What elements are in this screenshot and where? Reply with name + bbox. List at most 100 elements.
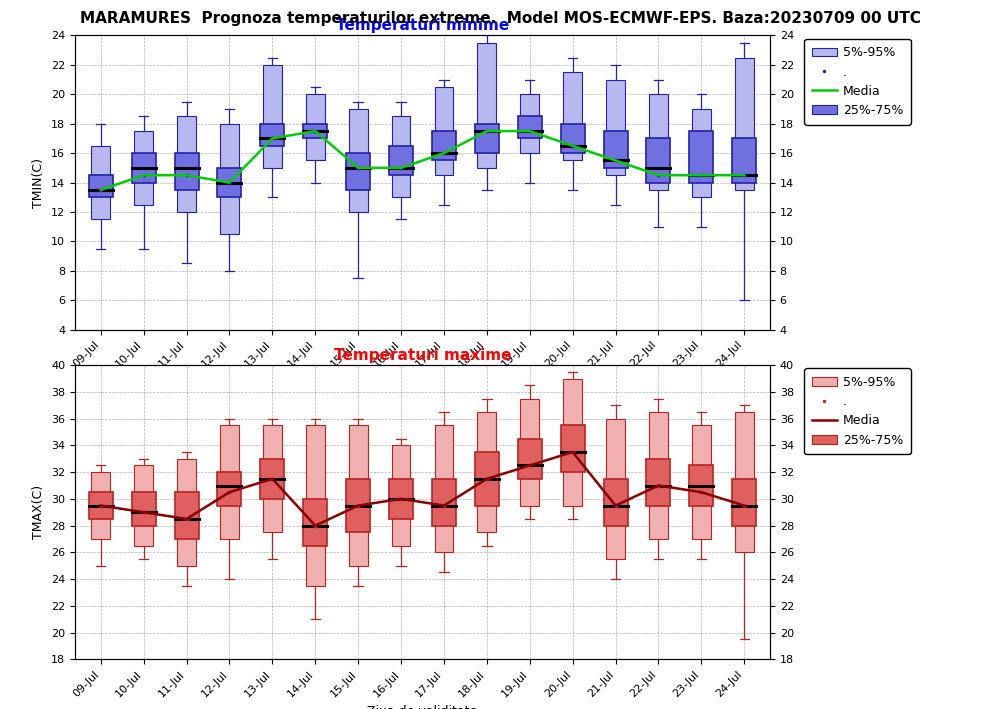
Y-axis label: TMAX(C): TMAX(C) [32,485,45,540]
Bar [349,425,368,566]
Bar [606,79,625,175]
Point [608,155,624,166]
Bar [477,43,496,168]
Bar [649,94,668,190]
Point [93,500,109,511]
Bar [604,479,628,525]
Bar [606,418,625,559]
Point [221,486,237,498]
Point [393,162,409,174]
Bar [432,131,456,160]
Title: Temperaturi maxime: Temperaturi maxime [334,347,511,362]
Bar [303,123,327,138]
Bar [91,472,110,539]
Bar [477,412,496,532]
Bar [389,146,413,175]
Bar [306,94,325,160]
Bar [89,175,113,197]
Bar [175,153,199,190]
Bar [175,492,199,539]
Bar [735,412,754,552]
Bar [520,94,539,153]
Bar [89,492,113,519]
Point [136,506,152,518]
Bar [735,57,754,190]
Point [693,169,709,181]
Bar [561,425,585,472]
Point [650,169,666,181]
Point [436,500,452,511]
Bar [689,131,713,182]
Bar [435,87,453,175]
Point [264,473,280,484]
Point [221,177,237,188]
Point [393,493,409,505]
Bar [692,425,711,539]
Bar [263,65,282,168]
Point [608,500,624,511]
Bar [217,472,241,506]
Bar [134,465,153,546]
Point [179,169,195,181]
Point [522,459,538,471]
Point [350,500,366,511]
Bar [732,479,756,525]
Bar [692,109,711,197]
Bar [346,479,370,532]
Bar [646,138,670,182]
Point [736,169,752,181]
Point [479,125,495,137]
Point [522,125,538,137]
Bar [220,425,239,539]
Bar [303,499,327,546]
Point [264,133,280,144]
Point [565,447,581,458]
Bar [689,465,713,506]
Bar [604,131,628,168]
Y-axis label: TMIN(C): TMIN(C) [32,157,45,208]
Point [350,162,366,174]
Bar [646,459,670,506]
Bar [349,109,368,212]
Point [307,520,323,531]
Bar [518,439,542,479]
Bar [563,72,582,160]
Bar [260,123,284,146]
Legend: 5%-95%, ., Media, 25%-75%: 5%-95%, ., Media, 25%-75% [804,39,911,125]
Legend: 5%-95%, ., Media, 25%-75%: 5%-95%, ., Media, 25%-75% [804,369,911,454]
Bar [346,153,370,190]
Bar [475,123,499,153]
Point [650,480,666,491]
Bar [432,479,456,525]
Bar [260,459,284,499]
Bar [220,123,239,234]
Title: Temperaturi minime: Temperaturi minime [336,18,509,33]
Point [136,169,152,181]
Bar [475,452,499,506]
Text: MARAMURES  Prognoza temperaturilor extreme.  Model MOS-ECMWF-EPS. Baza:20230709 : MARAMURES Prognoza temperaturilor extrem… [80,11,920,26]
Bar [263,425,282,532]
Bar [392,445,410,546]
Point [93,184,109,196]
Bar [561,123,585,153]
Point [479,473,495,484]
Point [565,140,581,152]
Bar [217,168,241,197]
Bar [392,116,410,197]
Bar [177,116,196,212]
Point [436,147,452,159]
Bar [649,412,668,539]
Point [307,125,323,137]
Bar [518,116,542,138]
Point [736,500,752,511]
Bar [389,479,413,519]
Bar [132,153,156,182]
Bar [134,131,153,205]
Bar [177,459,196,566]
Bar [435,425,453,552]
Bar [563,379,582,506]
Bar [132,492,156,525]
Point [179,513,195,525]
Bar [91,146,110,219]
X-axis label: Ziua de validitate: Ziua de validitate [367,705,478,709]
